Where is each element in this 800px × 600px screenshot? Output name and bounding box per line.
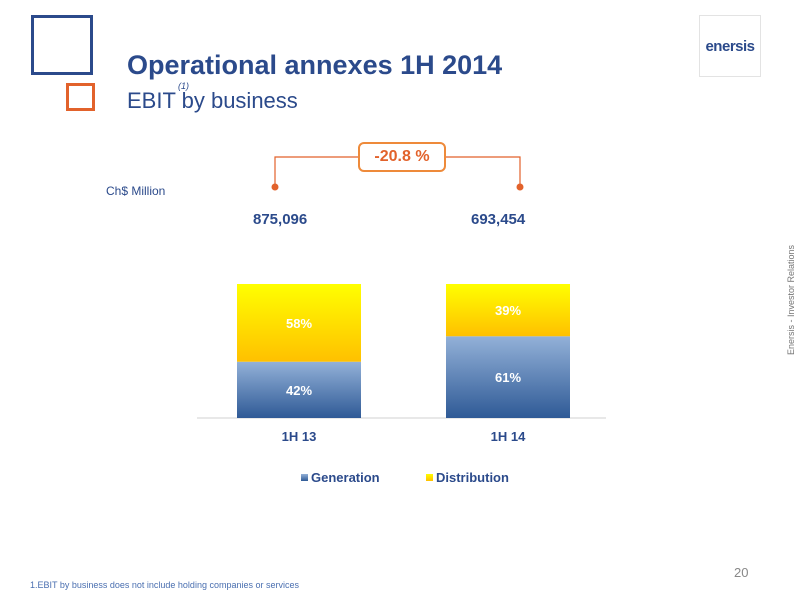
bar-generation-1h14: [446, 336, 570, 418]
footnote: 1.EBIT by business does not include hold…: [30, 580, 299, 590]
bar-distribution-1h14: [446, 284, 570, 337]
legend-generation-label: Generation: [311, 470, 380, 485]
decorative-square-small: [66, 83, 95, 111]
page-subtitle: EBIT by business: [127, 88, 298, 113]
data-label-generation-1h14: 61%: [495, 370, 521, 385]
data-label-distribution-1h13: 58%: [286, 316, 312, 331]
x-tick-label-1h13: 1H 13: [282, 429, 317, 444]
legend-generation: Generation: [301, 470, 380, 485]
data-label-generation-1h13: 42%: [286, 383, 312, 398]
enersis-logo: enersis: [699, 15, 761, 77]
bar-distribution-1h13: [237, 284, 361, 362]
page-title: Operational annexes 1H 2014: [127, 50, 503, 80]
variation-bracket-right: [446, 156, 521, 186]
data-label-distribution-1h14: 39%: [495, 303, 521, 318]
logo-text: enersis: [705, 37, 755, 55]
legend-distribution: Distribution: [426, 470, 509, 485]
variation-bracket-left: [274, 156, 358, 186]
bar-generation-1h13: [237, 361, 361, 418]
variation-badge: -20.8 %: [358, 142, 446, 172]
total-label-1h14: 693,454: [471, 211, 526, 228]
page-number: 20: [734, 565, 749, 580]
variation-dot-left: [271, 183, 279, 191]
legend-distribution-swatch: [426, 474, 433, 481]
variation-dot-right: [516, 183, 524, 191]
legend-generation-swatch: [301, 474, 308, 481]
legend-distribution-label: Distribution: [436, 470, 509, 485]
total-label-1h13: 875,096: [253, 211, 308, 228]
x-tick-label-1h14: 1H 14: [491, 429, 526, 444]
decorative-square-large: [31, 15, 93, 75]
footnote-marker: (1): [178, 81, 189, 91]
units-label: Ch$ Million: [106, 184, 166, 198]
